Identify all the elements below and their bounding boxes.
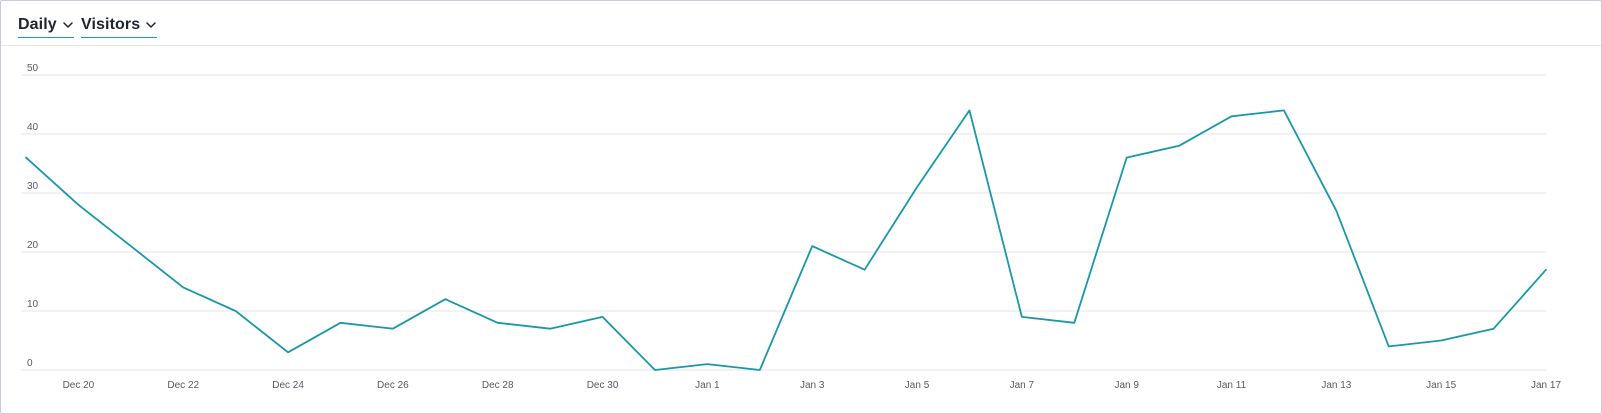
x-tick-label: Jan 17 <box>1531 380 1561 391</box>
x-tick-label: Dec 30 <box>587 380 619 391</box>
y-axis-ticks: 0 10 20 30 40 50 <box>27 63 39 369</box>
data-point[interactable] <box>754 364 766 376</box>
data-point[interactable] <box>230 305 242 317</box>
data-point[interactable] <box>544 323 556 335</box>
data-point[interactable] <box>1016 311 1028 323</box>
data-point[interactable] <box>597 311 609 323</box>
grid-lines <box>21 74 1546 371</box>
data-point[interactable] <box>492 317 504 329</box>
x-tick-label: Jan 7 <box>1010 380 1035 391</box>
period-dropdown[interactable]: Daily <box>18 14 74 38</box>
x-tick-label: Jan 1 <box>695 380 720 391</box>
data-point[interactable] <box>649 364 661 376</box>
x-tick-label: Jan 5 <box>905 380 930 391</box>
x-tick-label: Jan 11 <box>1217 380 1247 391</box>
data-point[interactable] <box>439 293 451 305</box>
data-point[interactable] <box>1383 340 1395 352</box>
x-tick-label: Dec 24 <box>272 380 304 391</box>
period-dropdown-label: Daily <box>18 16 57 33</box>
data-point[interactable] <box>20 152 32 164</box>
data-point[interactable] <box>701 358 713 370</box>
data-point[interactable] <box>1121 152 1133 164</box>
series-layer <box>20 104 1552 376</box>
x-tick-label: Dec 20 <box>63 380 95 391</box>
data-point[interactable] <box>1330 205 1342 217</box>
chart-header: Daily Visitors <box>1 1 1601 46</box>
data-point[interactable] <box>1068 317 1080 329</box>
chevron-down-icon <box>146 22 156 28</box>
y-tick-label: 30 <box>27 181 39 192</box>
x-axis-ticks: Dec 20 Dec 22 Dec 24 Dec 26 Dec 28 Dec 30 Jan … <box>63 380 1562 391</box>
y-tick-label: 20 <box>27 240 39 251</box>
data-point[interactable] <box>1278 104 1290 116</box>
data-point[interactable] <box>963 104 975 116</box>
data-point[interactable] <box>387 323 399 335</box>
data-point[interactable] <box>72 199 84 211</box>
x-tick-label: Jan 9 <box>1114 380 1139 391</box>
data-point[interactable] <box>1173 140 1185 152</box>
x-tick-label: Jan 13 <box>1321 380 1351 391</box>
y-tick-label: 40 <box>27 122 39 133</box>
data-point[interactable] <box>1488 323 1500 335</box>
y-tick-label: 50 <box>27 63 39 74</box>
x-tick-label: Jan 3 <box>800 380 825 391</box>
data-point[interactable] <box>1435 335 1447 347</box>
x-tick-label: Dec 28 <box>482 380 514 391</box>
x-tick-label: Dec 26 <box>377 380 409 391</box>
metric-dropdown-label: Visitors <box>81 16 141 33</box>
data-point[interactable] <box>911 181 923 193</box>
metric-dropdown[interactable]: Visitors <box>81 14 158 38</box>
x-tick-label: Jan 15 <box>1426 380 1456 391</box>
x-tick-label: Dec 22 <box>167 380 199 391</box>
data-point[interactable] <box>1540 264 1552 276</box>
y-tick-label: 10 <box>27 299 39 310</box>
data-point[interactable] <box>125 240 137 252</box>
data-point[interactable] <box>334 317 346 329</box>
data-point[interactable] <box>1226 110 1238 122</box>
chevron-down-icon <box>63 22 73 28</box>
y-tick-label: 0 <box>27 358 33 369</box>
data-point[interactable] <box>177 281 189 293</box>
data-point[interactable] <box>859 264 871 276</box>
data-point[interactable] <box>282 346 294 358</box>
data-point[interactable] <box>806 240 818 252</box>
series-line <box>25 109 1547 371</box>
